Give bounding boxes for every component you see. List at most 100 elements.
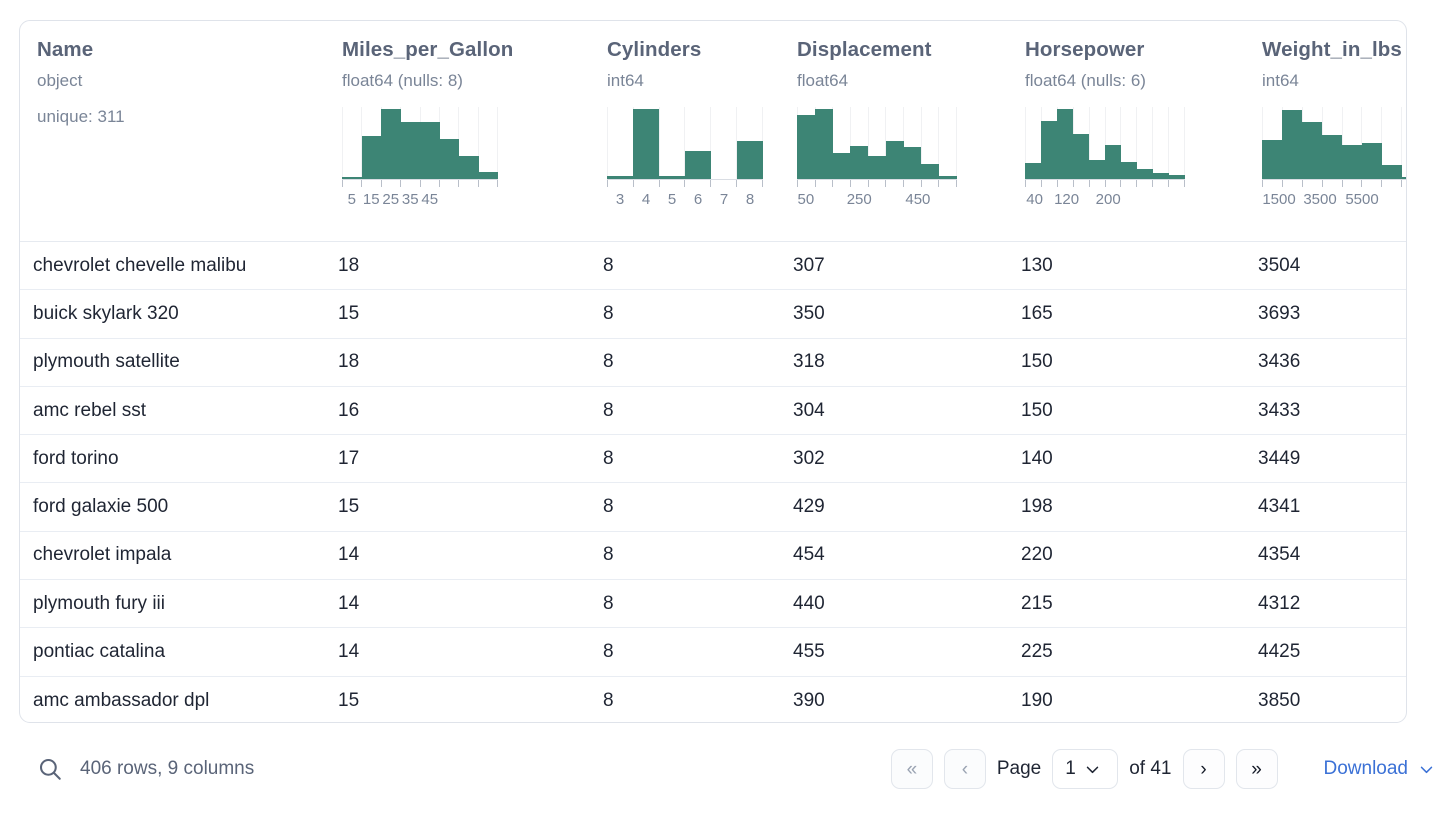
next-page-button[interactable]: › xyxy=(1182,749,1225,789)
cell-weight: 4354 xyxy=(1258,544,1301,566)
column-header-weight-in-lbs[interactable]: Weight_in_lbs int64 1500 3500 5500 xyxy=(1245,37,1406,241)
table-row[interactable]: plymouth satellite 18 8 318 150 3436 xyxy=(20,339,1406,387)
cell-cylinders: 8 xyxy=(603,254,614,276)
cell-weight: 4341 xyxy=(1258,496,1301,518)
cell-weight: 4425 xyxy=(1258,641,1301,663)
histogram-tick-label: 45 xyxy=(421,191,439,208)
histogram-tick-label: 450 xyxy=(905,191,931,208)
histogram-bar xyxy=(633,109,659,179)
cell-displacement: 440 xyxy=(793,592,825,614)
histogram-tick-label: 35 xyxy=(401,191,419,208)
cell-horsepower: 198 xyxy=(1021,496,1053,518)
histogram-bar xyxy=(939,176,958,179)
histogram-plot xyxy=(607,107,763,179)
column-header-miles-per-gallon[interactable]: Miles_per_Gallon float64 (nulls: 8) 5 15 2… xyxy=(325,37,590,241)
histogram-bar xyxy=(1025,163,1041,179)
column-title: Displacement xyxy=(797,38,932,61)
histogram-bar xyxy=(607,176,633,179)
cell-name: pontiac catalina xyxy=(33,641,166,663)
chevron-down-icon xyxy=(1418,761,1435,778)
column-dtype: int64 xyxy=(1262,71,1299,90)
histogram-bar xyxy=(1137,168,1153,179)
histogram-tick-labels: 1500 3500 5500 xyxy=(1262,191,1406,213)
histogram-bar xyxy=(1302,122,1322,179)
page-number-value: 1 xyxy=(1065,758,1076,779)
histogram-axis xyxy=(607,179,763,189)
histogram-bar xyxy=(850,146,869,179)
previous-page-button[interactable]: ‹ xyxy=(943,749,986,789)
page-number-select[interactable]: 1 xyxy=(1052,749,1119,789)
histogram-tick-label: 6 xyxy=(693,191,703,208)
table-row[interactable]: chevrolet chevelle malibu 18 8 307 130 3504 xyxy=(20,242,1406,291)
table-row[interactable]: amc ambassador dpl 15 8 390 190 3850 xyxy=(20,677,1406,722)
column-header-name[interactable]: Name object unique: 311 xyxy=(20,37,325,241)
cell-name: chevrolet chevelle malibu xyxy=(33,254,247,276)
histogram-bar xyxy=(659,176,685,179)
table-row[interactable]: ford torino 17 8 302 140 3449 xyxy=(20,435,1406,484)
cell-cylinders: 8 xyxy=(603,302,614,324)
cell-mpg: 18 xyxy=(338,254,360,276)
cell-displacement: 390 xyxy=(793,689,825,711)
histogram-tick-label: 25 xyxy=(382,191,400,208)
histogram-tick-label: 50 xyxy=(797,191,815,208)
rows-columns-info: 406 rows, 9 columns xyxy=(80,758,255,779)
histogram-bar xyxy=(903,147,922,179)
column-dtype: float64 xyxy=(797,71,849,90)
cell-displacement: 454 xyxy=(793,544,825,566)
histogram-displacement: 50 250 450 xyxy=(797,107,958,213)
cell-displacement: 318 xyxy=(793,351,825,373)
table-footer: 406 rows, 9 columns « ‹ Page 1 of 41 › »… xyxy=(19,740,1435,798)
histogram-bar xyxy=(1402,176,1406,179)
histogram-bar xyxy=(1105,145,1121,179)
histogram-bar xyxy=(797,115,815,179)
histogram-tick-label: 7 xyxy=(719,191,729,208)
cell-weight: 4312 xyxy=(1258,592,1301,614)
cell-mpg: 15 xyxy=(338,496,360,518)
cell-displacement: 304 xyxy=(793,399,825,421)
column-header-displacement[interactable]: Displacement float64 50 250 450 xyxy=(780,37,1008,241)
table-row[interactable]: plymouth fury iii 14 8 440 215 4312 xyxy=(20,580,1406,629)
download-button[interactable]: Download xyxy=(1324,758,1436,780)
histogram-tick-labels: 5 15 25 35 45 xyxy=(342,191,498,213)
table-row[interactable]: pontiac catalina 14 8 455 225 4425 xyxy=(20,628,1406,677)
table-row[interactable]: buick skylark 320 15 8 350 165 3693 xyxy=(20,290,1406,339)
histogram-tick-label: 5 xyxy=(347,191,356,208)
cell-name: ford galaxie 500 xyxy=(33,496,169,518)
histogram-tick-label: 4 xyxy=(641,191,651,208)
column-dtype: int64 xyxy=(607,71,644,90)
total-pages-label: of 41 xyxy=(1129,758,1172,779)
histogram-miles-per-gallon: 5 15 25 35 45 xyxy=(342,107,498,213)
histogram-bar xyxy=(1041,120,1057,179)
cell-displacement: 455 xyxy=(793,641,825,663)
histogram-bar xyxy=(361,135,381,179)
histogram-plot xyxy=(1025,107,1186,179)
histogram-tick-label: 8 xyxy=(745,191,755,208)
histogram-bar xyxy=(921,164,940,179)
cell-weight: 3693 xyxy=(1258,302,1301,324)
histogram-bar xyxy=(342,177,362,179)
last-page-button[interactable]: » xyxy=(1235,749,1278,789)
cell-name: plymouth satellite xyxy=(33,351,180,373)
histogram-tick-label: 1500 xyxy=(1262,191,1296,208)
cell-name: amc ambassador dpl xyxy=(33,689,210,711)
histogram-bar xyxy=(832,153,851,179)
first-page-button[interactable]: « xyxy=(890,749,933,789)
table-row[interactable]: ford galaxie 500 15 8 429 198 4341 xyxy=(20,483,1406,532)
table-row[interactable]: chevrolet impala 14 8 454 220 4354 xyxy=(20,532,1406,581)
histogram-bar xyxy=(868,156,886,179)
histogram-plot xyxy=(342,107,498,179)
histogram-plot xyxy=(1262,107,1406,179)
pagination-controls: « ‹ Page 1 of 41 › » xyxy=(890,749,1278,789)
cell-displacement: 302 xyxy=(793,447,825,469)
histogram-bar xyxy=(1057,109,1073,179)
table-row[interactable]: amc rebel sst 16 8 304 150 3433 xyxy=(20,387,1406,436)
cell-mpg: 18 xyxy=(338,351,360,373)
histogram-bar xyxy=(814,109,833,179)
histogram-tick-labels: 40 120 200 xyxy=(1025,191,1185,213)
cell-weight: 3504 xyxy=(1258,254,1301,276)
column-header-horsepower[interactable]: Horsepower float64 (nulls: 6) 40 120 200 xyxy=(1008,37,1245,241)
search-icon[interactable] xyxy=(37,756,63,782)
histogram-tick-label: 200 xyxy=(1095,191,1121,208)
